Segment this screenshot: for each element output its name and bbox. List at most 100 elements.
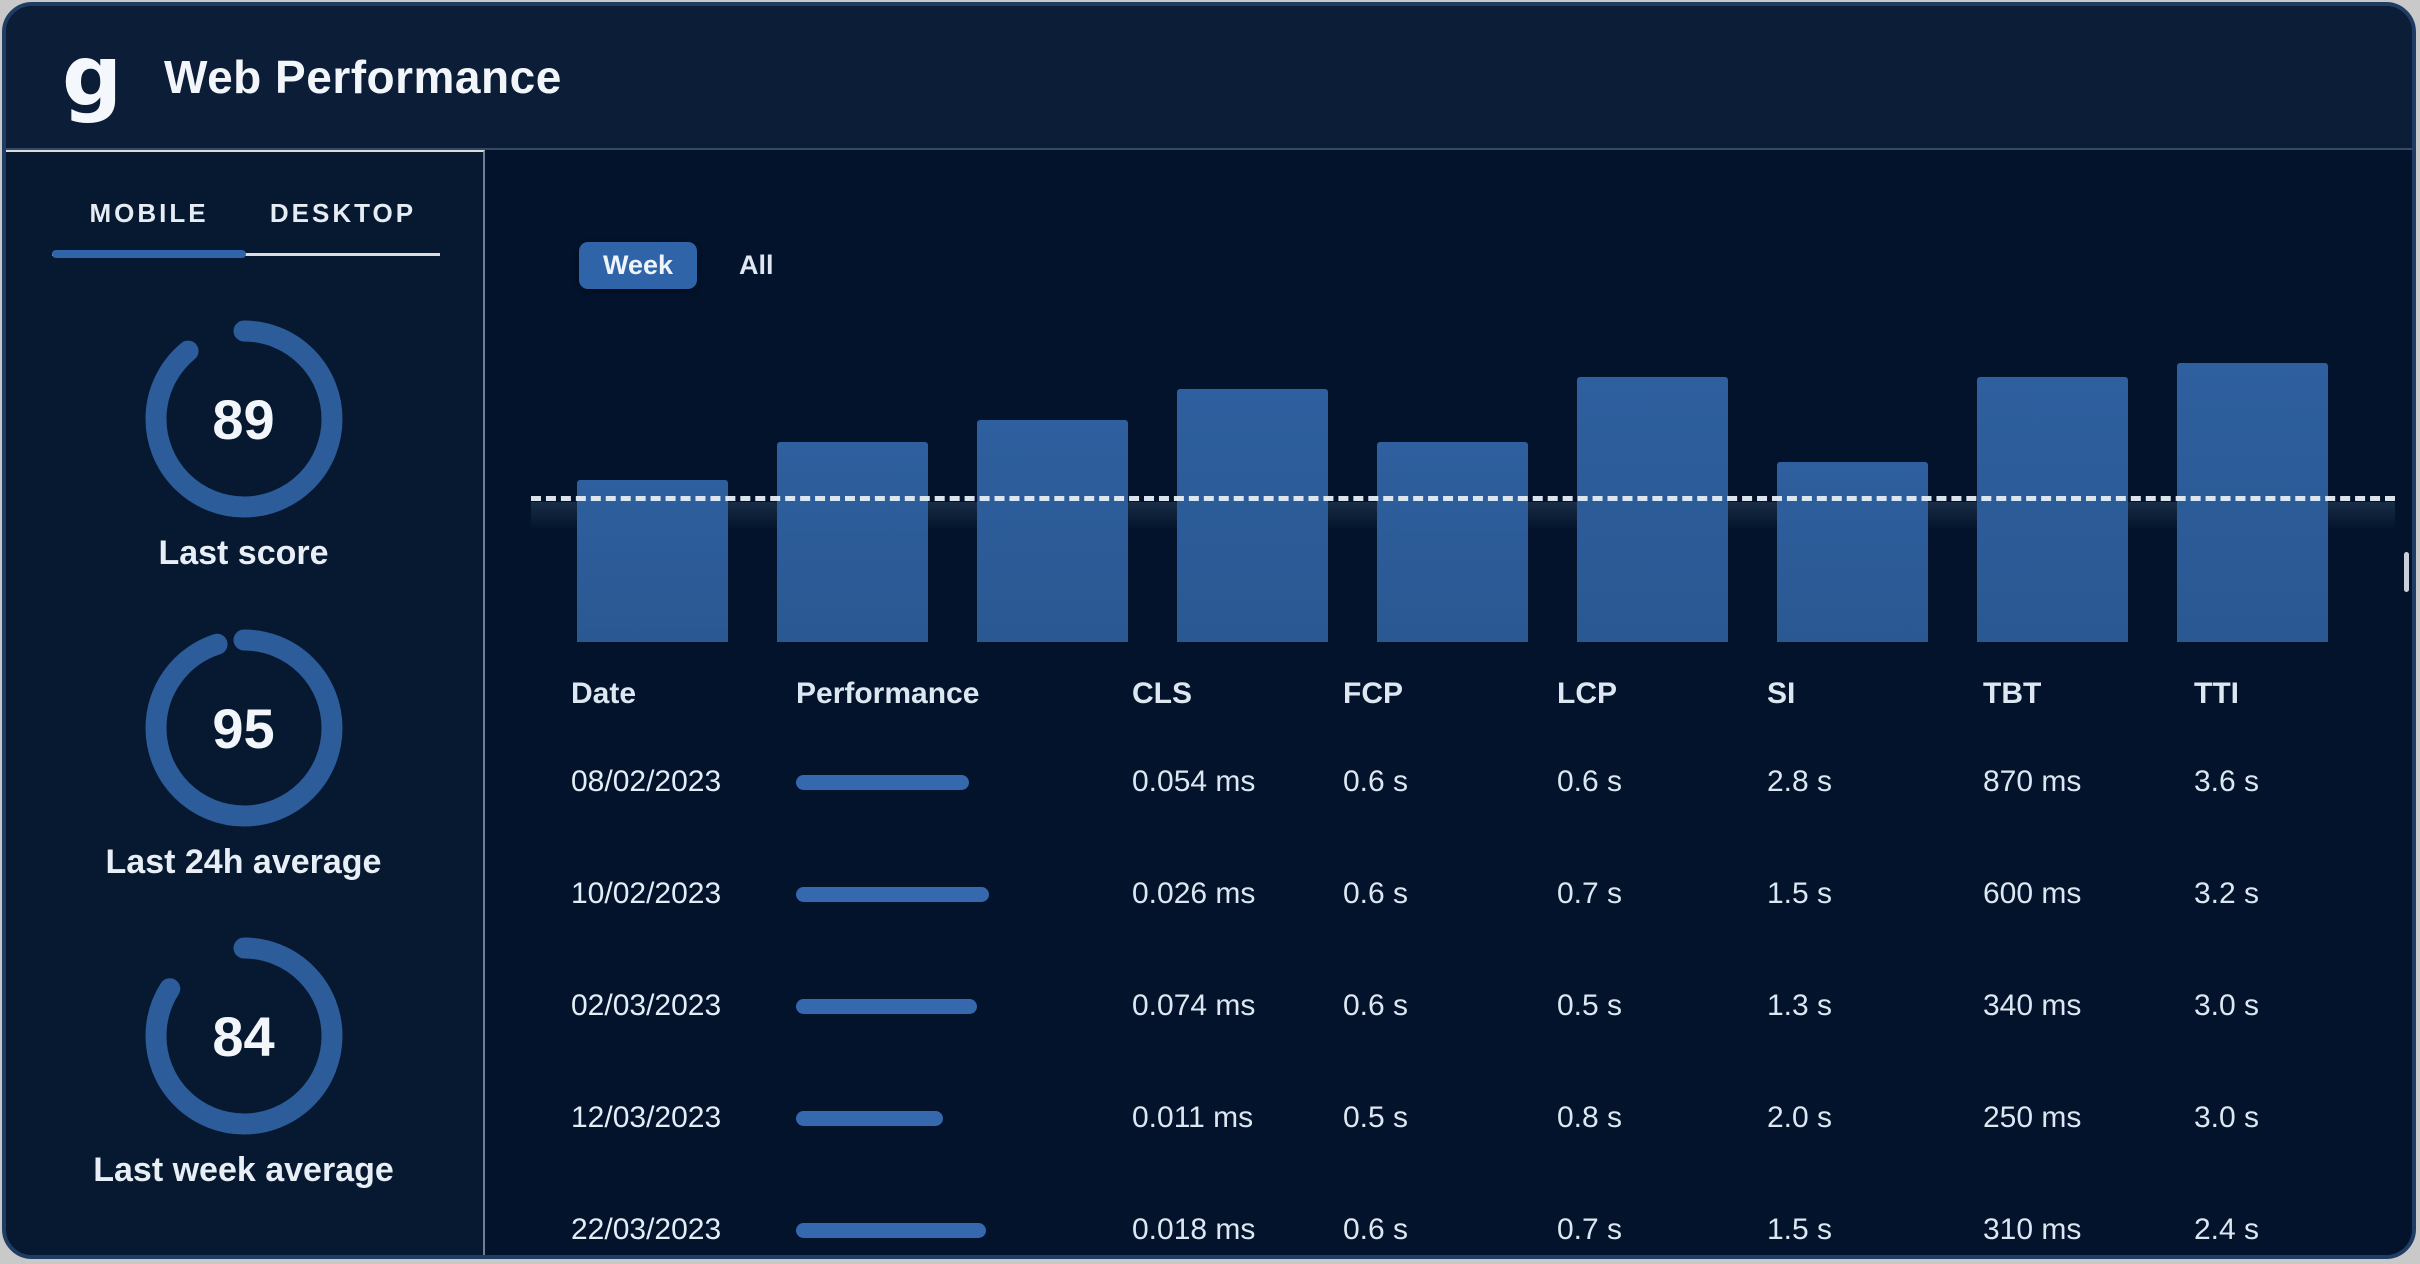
cell-tbt: 310 ms [1983,1213,2082,1246]
cell-si: 1.5 s [1767,1213,1833,1246]
gauge-label: Last score [158,534,329,572]
cell-tbt: 870 ms [1983,765,2082,798]
gauge-last-week-average: 84 Last week average [6,931,481,1190]
column-header-cls: CLS [1132,677,1192,710]
gauge-label: Last week average [93,1151,394,1189]
chart-bar [777,442,928,642]
cell-fcp: 0.5 s [1343,1101,1409,1134]
table-row: 10/02/2023 0.026 ms 0.6 s 0.7 s 1.5 s 600 ms 3… [485,838,2412,950]
cell-performance [796,1222,1132,1238]
gauge-last-score: 89 Last score [6,314,481,573]
gauge-value: 84 [212,1004,275,1068]
tab-desktop-label: DESKTOP [269,198,417,228]
cell-tti: 3.2 s [2194,877,2260,910]
gauge-value: 89 [212,387,275,451]
cell-tti: 2.4 s [2194,1213,2260,1246]
range-filter-group: Week All [579,242,774,289]
cell-cls: 0.011 ms [1132,1101,1254,1134]
filter-all-button[interactable]: All [739,242,774,289]
performance-bar [796,1110,943,1126]
cell-si: 1.5 s [1767,877,1833,910]
column-header-tti: TTI [2194,677,2239,710]
content: MOBILE DESKTOP 89 Last score 95 Last 24h av… [6,150,2412,1255]
column-header-performance: Performance [796,677,980,710]
cell-lcp: 0.5 s [1557,989,1623,1022]
gauge-ring-icon [145,937,342,1135]
cell-performance [796,886,1132,902]
app-header: g Web Performance [6,6,2412,150]
chart-bar [2177,363,2328,642]
metrics-table: Date Performance CLS FCP LCP SI TBT TTI 08/02/2… [485,674,2412,1255]
cell-date: 10/02/2023 [571,877,722,910]
chart-bar [977,420,1128,642]
column-header-fcp: FCP [1343,677,1403,710]
cell-lcp: 0.8 s [1557,1101,1623,1134]
table-row: 12/03/2023 0.011 ms 0.5 s 0.8 s 2.0 s 250 ms 3… [485,1062,2412,1174]
performance-bar-chart [577,361,2328,642]
cell-fcp: 0.6 s [1343,877,1409,910]
column-header-date: Date [571,677,637,710]
tab-desktop[interactable]: DESKTOP [246,180,440,253]
main-panel: Week All Date Performance CLS FCP LCP SI TBT TT… [485,150,2412,1255]
cell-tti: 3.0 s [2194,989,2260,1022]
chart-bar [1977,377,2128,642]
scrollbar-thumb[interactable] [2404,552,2409,592]
cell-si: 2.8 s [1767,765,1833,798]
cell-tti: 3.6 s [2194,765,2260,798]
cell-date: 22/03/2023 [571,1213,722,1246]
cell-date: 02/03/2023 [571,989,722,1022]
table-header-row: Date Performance CLS FCP LCP SI TBT TTI [485,674,2412,714]
cell-cls: 0.054 ms [1132,765,1256,798]
cell-fcp: 0.6 s [1343,989,1409,1022]
gauge-ring-icon [145,629,342,827]
column-header-lcp: LCP [1557,677,1617,710]
performance-bar [796,1222,986,1238]
cell-lcp: 0.6 s [1557,765,1623,798]
tab-mobile-label: MOBILE [89,198,209,228]
cell-fcp: 0.6 s [1343,1213,1409,1246]
chart-bar [1777,462,1928,642]
cell-lcp: 0.7 s [1557,1213,1623,1246]
gauge-last-24h-average: 95 Last 24h average [6,623,481,882]
cell-cls: 0.026 ms [1132,877,1256,910]
column-header-si: SI [1767,677,1796,710]
performance-bar [796,886,989,902]
performance-bar [796,998,977,1014]
gauge-value: 95 [212,696,275,760]
tab-mobile[interactable]: MOBILE [52,180,246,258]
page-title: Web Performance [164,51,562,103]
cell-lcp: 0.7 s [1557,877,1623,910]
cell-date: 12/03/2023 [571,1101,722,1134]
sidebar: MOBILE DESKTOP 89 Last score 95 Last 24h av… [6,150,485,1255]
cell-tbt: 340 ms [1983,989,2082,1022]
cell-fcp: 0.6 s [1343,765,1409,798]
cell-performance [796,998,1132,1014]
gauge-label: Last 24h average [105,843,382,881]
cell-si: 1.3 s [1767,989,1833,1022]
cell-date: 08/02/2023 [571,765,722,798]
gauge-ring-icon [145,320,342,518]
device-tabs: MOBILE DESKTOP [52,180,440,258]
chart-bar [1177,389,1328,642]
cell-cls: 0.018 ms [1132,1213,1256,1246]
cell-tti: 3.0 s [2194,1101,2260,1134]
chart-bar [1577,377,1728,642]
cell-performance [796,774,1132,790]
chart-bar [1377,442,1528,642]
cell-tbt: 250 ms [1983,1101,2082,1134]
cell-si: 2.0 s [1767,1101,1833,1134]
table-body: 08/02/2023 0.054 ms 0.6 s 0.6 s 2.8 s 870 ms 3… [485,726,2412,1255]
chart-bar [577,480,728,642]
filter-week-button[interactable]: Week [579,242,698,289]
table-row: 02/03/2023 0.074 ms 0.6 s 0.5 s 1.3 s 340 ms 3… [485,950,2412,1062]
cell-cls: 0.074 ms [1132,989,1256,1022]
table-row: 08/02/2023 0.054 ms 0.6 s 0.6 s 2.8 s 870 ms 3… [485,726,2412,838]
cell-tbt: 600 ms [1983,877,2082,910]
table-row: 22/03/2023 0.018 ms 0.6 s 0.7 s 1.5 s 310 ms 2… [485,1174,2412,1255]
performance-bar [796,774,969,790]
column-header-tbt: TBT [1983,677,2042,710]
app-logo-icon: g [62,27,123,126]
threshold-dashed-line [531,496,2395,501]
